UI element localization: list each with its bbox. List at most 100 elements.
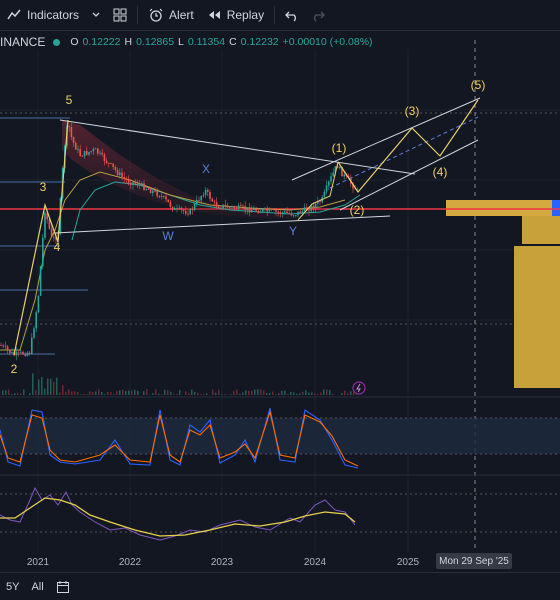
indicators-label: Indicators — [27, 8, 80, 22]
candle-body — [171, 206, 174, 211]
volume-bar — [17, 392, 19, 395]
volume-bar — [74, 391, 76, 395]
volume-bar — [68, 389, 70, 395]
layouts-button[interactable] — [107, 3, 133, 27]
candle-body — [303, 207, 306, 212]
candle-body — [88, 151, 90, 155]
candle-body — [0, 345, 2, 346]
range-5y-button[interactable]: 5Y — [6, 580, 20, 593]
candle-body — [143, 183, 145, 190]
exchange-label[interactable]: BINANCE — [0, 35, 46, 49]
candle-body — [130, 182, 132, 185]
volume-bar — [353, 392, 355, 395]
volume-bar — [119, 390, 121, 395]
candle-body — [288, 212, 290, 214]
candle-body — [354, 188, 356, 190]
volume-bar — [143, 391, 145, 395]
candle-body — [310, 205, 312, 212]
candle-body — [101, 152, 103, 155]
volume-bar — [131, 390, 133, 395]
alert-button[interactable]: Alert — [142, 3, 200, 27]
candle-body — [119, 172, 121, 176]
dashed-midline — [329, 116, 479, 189]
volume-bar — [167, 390, 169, 395]
candle-body — [37, 295, 40, 313]
volume-bar — [56, 377, 58, 395]
volume-bar — [233, 391, 235, 395]
candle-body — [15, 351, 18, 356]
volume-bar — [323, 389, 325, 395]
redo-button[interactable] — [305, 3, 331, 27]
candle-body — [33, 328, 35, 338]
volume-bar — [44, 388, 46, 395]
wave-path-w — [297, 161, 339, 221]
volume-bar — [239, 393, 241, 395]
x-axis-label: 2024 — [303, 557, 327, 568]
channel-lines — [291, 97, 481, 211]
volume-bar — [341, 393, 343, 395]
candle-body — [314, 203, 317, 209]
volume-bar — [38, 379, 40, 395]
replay-button[interactable]: Replay — [200, 3, 270, 27]
wave-label-w: W — [162, 229, 174, 243]
volume-bar — [317, 393, 319, 395]
candle-body — [266, 208, 268, 212]
ma-line-gold — [0, 171, 346, 351]
candle-body — [319, 200, 321, 202]
candle-body — [26, 352, 29, 356]
volume-bar — [194, 391, 196, 395]
volume-bar — [344, 390, 346, 395]
volume-bar — [134, 389, 136, 395]
volume-bar — [308, 392, 310, 395]
price-chart[interactable] — [0, 30, 560, 582]
volume-bar — [266, 392, 268, 395]
volume-bar — [95, 391, 97, 395]
candle-body — [9, 349, 11, 353]
volume-bar — [191, 389, 193, 395]
candle-body — [244, 206, 246, 211]
candle-body — [99, 152, 101, 154]
volume-bar — [254, 389, 256, 395]
wave-label-p2: (2) — [349, 203, 365, 217]
candle-body — [222, 204, 224, 209]
volume-bar — [137, 390, 139, 395]
candle-body — [268, 208, 271, 212]
range-all-button[interactable]: All — [31, 580, 44, 593]
candle-body — [2, 345, 4, 347]
candle-body — [17, 351, 20, 353]
grid — [0, 50, 560, 552]
calendar-icon — [56, 580, 69, 593]
candle-body — [31, 337, 33, 354]
change-value: +0.00010 (+0.08%) — [282, 36, 373, 48]
candle-body — [22, 351, 24, 355]
indicators-button[interactable]: Indicators — [0, 3, 85, 27]
volume-bar — [125, 391, 127, 395]
x-axis-label: 2022 — [118, 557, 142, 568]
volume-bar — [263, 390, 265, 395]
candle-body — [270, 208, 273, 210]
volume-bar — [269, 392, 271, 395]
candle-body — [224, 204, 227, 206]
candle-body — [275, 209, 277, 212]
volume-bar — [71, 391, 73, 395]
volume-bar — [242, 392, 244, 395]
wave-label-2: 2 — [10, 362, 18, 376]
wave-label-y: Y — [288, 224, 298, 238]
candle-body — [187, 213, 189, 215]
redo-icon — [314, 11, 325, 22]
toolbar-divider — [274, 6, 276, 24]
candle-body — [103, 154, 106, 161]
rsi-ma-line — [0, 497, 356, 537]
volume-bar — [299, 393, 301, 395]
volume-bar — [161, 394, 163, 395]
candle-body — [44, 212, 46, 238]
date-range-button[interactable] — [56, 580, 70, 594]
candle-body — [141, 183, 143, 185]
top-toolbar: Indicators Alert Replay — [0, 0, 560, 31]
candle-body — [70, 127, 73, 138]
volume-bar — [92, 391, 94, 395]
undo-button[interactable] — [279, 3, 305, 27]
indicators-dropdown[interactable] — [85, 3, 107, 27]
volume-bar — [5, 390, 7, 395]
candle-body — [312, 205, 315, 209]
